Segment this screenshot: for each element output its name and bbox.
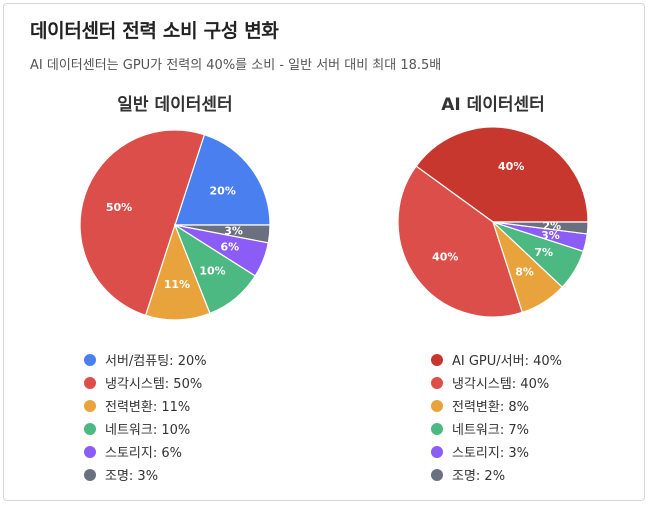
legend-item: 조명: 2%: [431, 463, 562, 486]
legend-label: 조명: 3%: [105, 469, 159, 484]
legend-swatch: [84, 422, 96, 435]
legend-item: 스토리지: 3%: [431, 440, 562, 463]
legend-label: 네트워크: 7%: [452, 423, 529, 438]
legend-label: AI GPU/서버: 40%: [452, 354, 562, 369]
legend-swatch: [84, 468, 96, 481]
pie-value-label: 3%: [541, 229, 560, 242]
legend-item: 전력변환: 8%: [431, 394, 562, 417]
legend-label: 전력변환: 11%: [105, 400, 191, 415]
legend-label: 서버/컴퓨팅: 20%: [105, 354, 207, 369]
pie-value-label: 50%: [106, 201, 132, 214]
pie-value-label: 20%: [210, 184, 236, 197]
legend-label: 냉각시스템: 50%: [105, 377, 203, 392]
legend-item: 전력변환: 11%: [84, 394, 207, 417]
legend-item: 조명: 3%: [84, 463, 207, 486]
legend-item: AI GPU/서버: 40%: [431, 348, 562, 371]
legend-label: 스토리지: 6%: [105, 446, 182, 461]
pie-value-label: 3%: [224, 225, 243, 238]
pie-value-label: 10%: [199, 264, 225, 277]
legend-swatch: [84, 445, 96, 458]
legend-swatch: [431, 422, 443, 435]
legend-item: 서버/컴퓨팅: 20%: [84, 348, 207, 371]
chart-title: 데이터센터 전력 소비 구성 변화: [30, 20, 279, 42]
legend-swatch: [431, 376, 443, 389]
pie-slice: [144, 223, 211, 321]
pie-value-label: 2%: [542, 220, 561, 233]
legend-label: 전력변환: 8%: [452, 400, 529, 415]
pie-value-label: 8%: [515, 266, 534, 279]
legend-item: 네트워크: 10%: [84, 417, 207, 440]
pie-slice: [174, 224, 271, 244]
legend-swatch: [84, 399, 96, 412]
pie-value-label: 11%: [164, 278, 190, 291]
legend-swatch: [84, 376, 96, 389]
legend-item: 네트워크: 7%: [431, 417, 562, 440]
pie-slice: [397, 165, 524, 318]
legend-item: 냉각시스템: 40%: [431, 371, 562, 394]
pie-slice: [492, 221, 589, 235]
pie-value-label: 6%: [220, 241, 239, 254]
legend-item: 스토리지: 6%: [84, 440, 207, 463]
legend-item: 냉각시스템: 50%: [84, 371, 207, 394]
legend-label: 조명: 2%: [452, 469, 506, 484]
pie-chart-general: 일반 데이터센터 20% 50% 11% 10% 6% 3%: [79, 95, 271, 321]
legend-swatch: [84, 353, 96, 366]
pie-slice: [415, 126, 589, 223]
legend-label: 스토리지: 3%: [452, 446, 529, 461]
pie-value-label: 7%: [534, 246, 553, 259]
legend-swatch: [431, 399, 443, 412]
pie-slice: [79, 129, 206, 317]
pie-value-label: 40%: [498, 160, 524, 173]
pie-title: 일반 데이터센터: [117, 95, 232, 115]
pie-title: AI 데이터센터: [441, 95, 545, 115]
legend-swatch: [431, 353, 443, 366]
legend-swatch: [431, 445, 443, 458]
pie-chart-ai: AI 데이터센터 40% 40% 8%7% 3%2%: [397, 95, 589, 318]
legend-label: 네트워크: 10%: [105, 423, 191, 438]
legend-label: 냉각시스템: 40%: [452, 377, 550, 392]
legend-swatch: [431, 468, 443, 481]
legend-ai: AI GPU/서버: 40% 냉각시스템: 40% 전력변환: 8% 네트워크: 7%…: [431, 348, 562, 486]
pie-slice: [174, 133, 271, 226]
legend-general: 서버/컴퓨팅: 20% 냉각시스템: 50% 전력변환: 11% 네트워크: 10% 스…: [84, 348, 207, 486]
chart-subtitle: AI 데이터센터는 GPU가 전력의 40%를 소비 - 일반 서버 대비 최대…: [30, 58, 442, 73]
pie-value-label: 40%: [432, 251, 458, 264]
